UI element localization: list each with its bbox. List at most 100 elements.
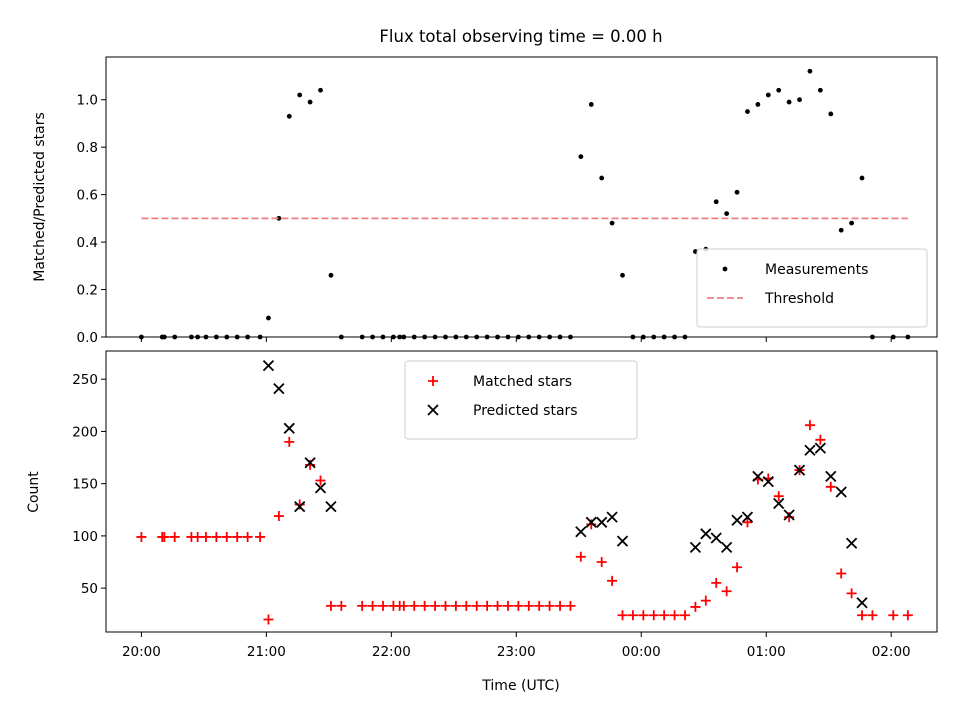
predicted-stars-point	[294, 501, 306, 513]
bottom-y-tick-label: 100	[72, 529, 98, 545]
matched-stars-point	[378, 600, 388, 611]
predicted-stars-point	[606, 511, 618, 523]
measurements-point	[286, 113, 292, 119]
measurements-point	[776, 87, 782, 93]
matched-stars-point	[742, 517, 753, 528]
bottom-x-tick-label: 00:00	[622, 644, 661, 660]
matched-stars-point	[575, 551, 586, 562]
matched-stars-point	[596, 557, 607, 568]
matched-stars-point	[315, 475, 326, 486]
predicted-stars-point	[689, 541, 702, 554]
measurements-point	[724, 211, 730, 217]
predicted-stars-point	[262, 359, 275, 372]
predicted-stars-point	[314, 482, 327, 494]
matched-stars-point	[357, 600, 368, 611]
matched-stars-point	[836, 568, 847, 579]
measurements-point	[620, 272, 625, 278]
measurements-point	[578, 154, 584, 160]
measurements-point	[838, 227, 844, 233]
matched-stars-point	[273, 511, 284, 522]
matched-stars-point	[450, 600, 461, 611]
matched-stars-point	[586, 519, 597, 530]
top-y-tick-label: 1.0	[77, 93, 98, 109]
measurements-point	[755, 102, 761, 107]
matched-stars-point	[263, 614, 274, 625]
matched-stars-point	[721, 586, 732, 597]
matched-stars-point	[461, 600, 472, 611]
predicted-stars-point	[856, 597, 868, 609]
bottom-x-tick-label: 23:00	[497, 644, 536, 660]
matched-stars-point	[690, 601, 701, 612]
matched-stars-point	[367, 600, 378, 611]
matched-stars-point	[617, 610, 628, 621]
measurements-point	[713, 199, 719, 205]
matched-stars-point	[325, 600, 336, 611]
bottom-panel: Count Time (UTC) 50 100 150 200 250 20:00 21:0…	[26, 350, 938, 694]
measurements-point	[807, 68, 813, 74]
matched-stars-point	[627, 610, 638, 621]
bottom-legend: Matched stars Predicted stars	[404, 360, 638, 440]
bottom-x-tick-label: 20:00	[122, 644, 161, 660]
predicted-stars-point	[710, 532, 722, 544]
matched-stars-point	[419, 600, 430, 611]
matched-stars-point	[534, 600, 545, 611]
matched-stars-point	[784, 512, 795, 523]
matched-stars-point	[638, 610, 649, 621]
matched-stars-point	[471, 600, 482, 611]
predicted-stars-point	[825, 470, 837, 482]
matched-stars-point	[305, 459, 316, 470]
legend-predicted-stars-swatch	[427, 404, 439, 416]
predicted-stars-point	[762, 475, 774, 488]
matched-stars-point	[711, 577, 722, 588]
bottom-x-tick-label: 02:00	[872, 644, 911, 660]
top-y-tick-label: 0.4	[77, 235, 98, 251]
predicted-stars-point	[273, 382, 285, 395]
matched-stars-point	[159, 531, 170, 542]
matched-stars-point	[482, 600, 493, 611]
matched-stars-point	[669, 610, 680, 621]
predicted-stars-point	[804, 444, 816, 456]
matched-stars-point	[732, 562, 743, 573]
measurements-point	[849, 220, 855, 226]
matched-stars-point	[902, 610, 913, 621]
predicted-stars-point	[721, 541, 733, 554]
series-matched-stars	[136, 420, 913, 625]
measurements-point	[307, 99, 313, 105]
predicted-stars-point	[596, 516, 608, 528]
legend-label-predicted-stars: Predicted stars	[473, 403, 578, 419]
legend-label-matched-stars: Matched stars	[473, 374, 572, 390]
top-y-axis-label: Matched/Predicted stars	[32, 112, 48, 282]
series-predicted-stars	[262, 359, 868, 609]
bottom-plot-area: 50 100 150 200 250 20:00 21:00 22:00 23:00 00:00 0…	[72, 359, 913, 660]
chart-title: Flux total observing time = 0.00 h	[379, 27, 662, 46]
bottom-y-tick-label: 250	[72, 372, 98, 388]
legend-measurements-swatch	[722, 266, 728, 272]
bottom-x-tick-label: 01:00	[747, 644, 786, 660]
matched-stars-point	[565, 600, 576, 611]
predicted-stars-point	[752, 470, 764, 482]
predicted-stars-point	[283, 422, 295, 434]
top-legend: Measurements Threshold	[696, 248, 928, 328]
matched-stars-point	[825, 481, 836, 492]
matched-stars-point	[255, 531, 266, 542]
predicted-stars-point	[741, 511, 754, 523]
predicted-stars-point	[783, 509, 795, 521]
predicted-stars-point	[304, 457, 316, 469]
matched-stars-point	[398, 600, 409, 611]
predicted-stars-point	[616, 535, 629, 547]
bottom-x-tick-label: 21:00	[247, 644, 286, 660]
matched-stars-point	[607, 575, 618, 586]
measurements-point	[786, 99, 792, 105]
matched-stars-point	[679, 610, 690, 621]
matched-stars-point	[523, 600, 534, 611]
predicted-stars-point	[325, 501, 337, 513]
measurements-point	[734, 189, 740, 195]
measurements-point	[828, 111, 834, 117]
matched-stars-point	[492, 600, 503, 611]
bottom-x-tick-label: 22:00	[372, 644, 411, 660]
bottom-y-tick-label: 50	[81, 581, 98, 597]
measurements-point	[266, 315, 271, 321]
matched-stars-point	[857, 610, 868, 621]
matched-stars-point	[294, 499, 305, 510]
